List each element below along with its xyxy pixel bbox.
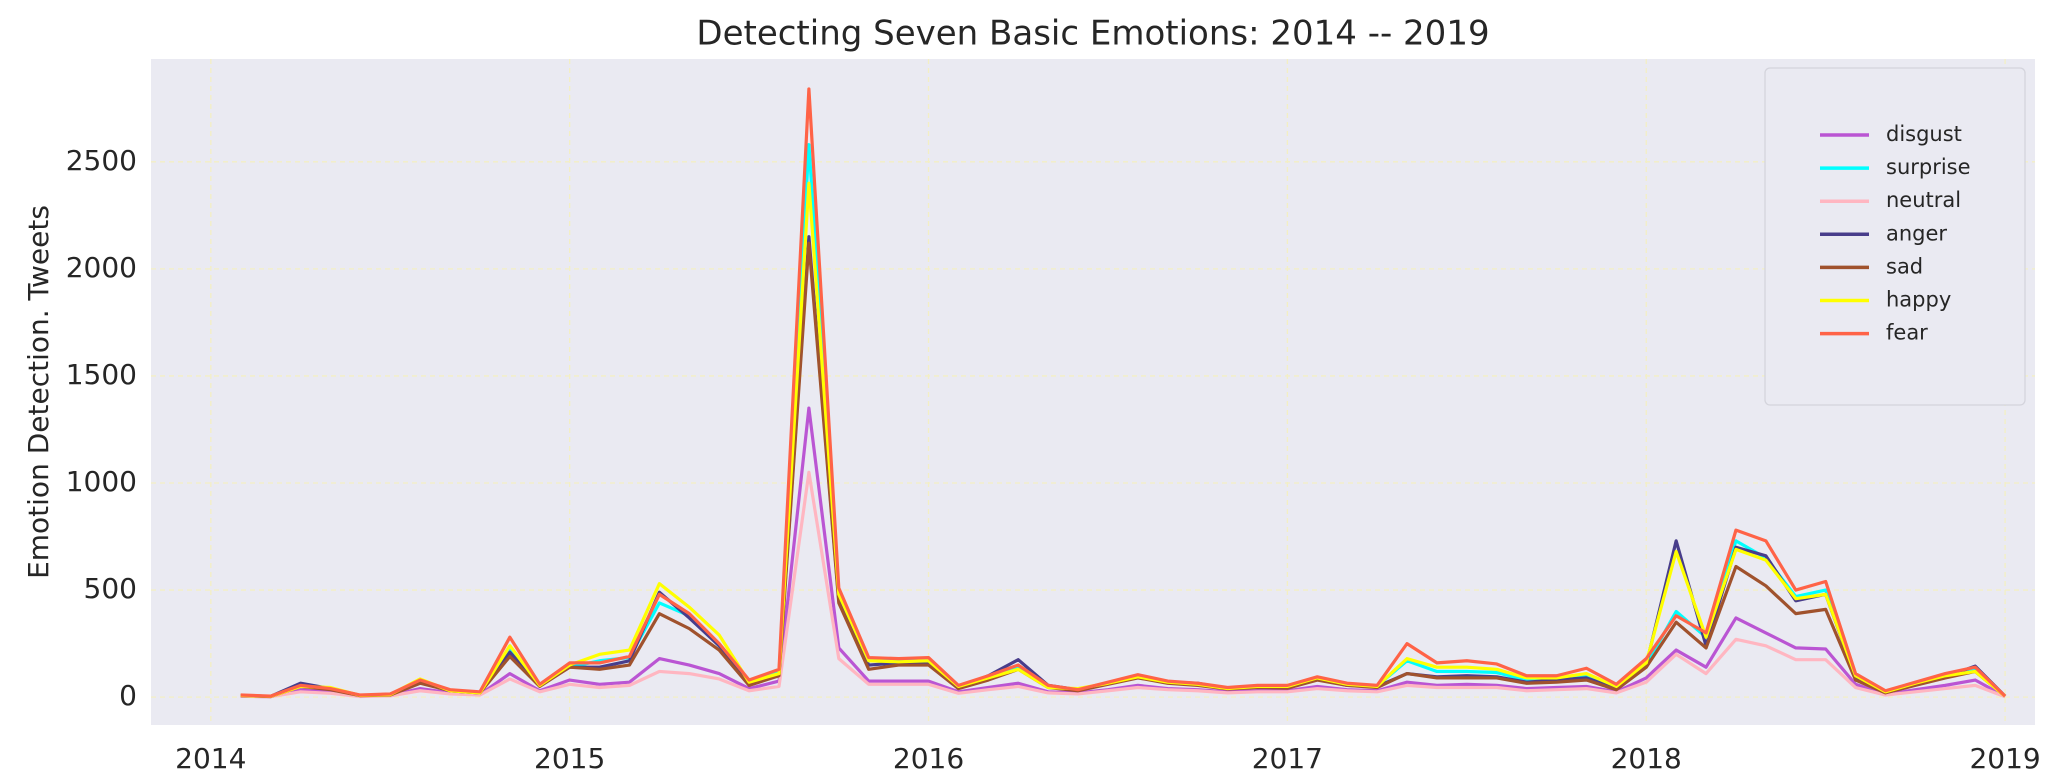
legend: disgust surprise neutral anger sad happy fear [1764, 67, 2026, 406]
series-line [240, 87, 2007, 698]
y-tick-label: 2000 [66, 251, 137, 284]
plot-area [151, 59, 2035, 725]
series-line [240, 470, 2006, 699]
y-tick-label: 2500 [66, 144, 137, 177]
legend-label: sad [1886, 254, 1923, 278]
chart-title: Detecting Seven Basic Emotions: 2014 -- … [696, 14, 1489, 54]
x-tick-label: 2018 [1611, 742, 1682, 775]
y-tick-label: 500 [84, 572, 137, 605]
legend-label: surprise [1886, 155, 1971, 179]
legend-label: disgust [1886, 122, 1962, 146]
y-tick-label: 1000 [66, 465, 137, 498]
legend-box [1764, 67, 2026, 406]
x-tick-label: 2017 [1252, 742, 1323, 775]
legend-label: neutral [1886, 188, 1961, 212]
x-tick-label: 2016 [893, 742, 964, 775]
y-tick-label: 1500 [66, 358, 137, 391]
legend-label: fear [1886, 321, 1928, 345]
legend-label: anger [1886, 221, 1947, 245]
x-tick-label: 2015 [534, 742, 605, 775]
x-tick-label: 2014 [175, 742, 246, 775]
y-tick-label: 0 [119, 679, 137, 712]
legend-label: happy [1886, 288, 1951, 312]
x-tick-label: 2019 [1969, 742, 2040, 775]
y-axis-label: Emotion Detection. Tweets [22, 205, 55, 579]
